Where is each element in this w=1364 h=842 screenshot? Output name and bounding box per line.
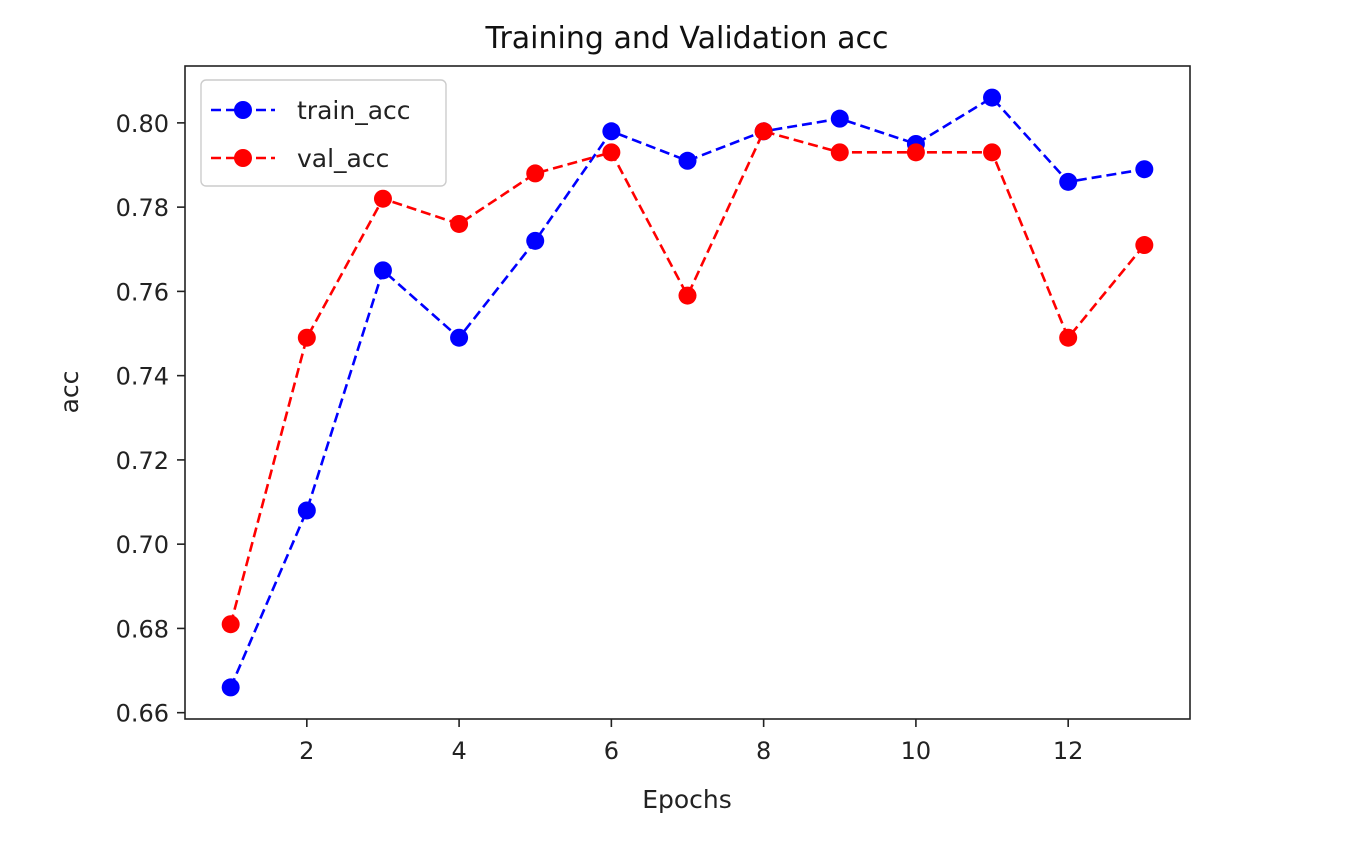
y-tick-label: 0.74	[116, 363, 169, 391]
data-point-train-acc	[1059, 172, 1078, 191]
data-point-val-acc	[678, 286, 697, 305]
x-axis-title: Epochs	[642, 785, 732, 814]
y-tick-label: 0.78	[116, 194, 169, 222]
data-point-val-acc	[1059, 328, 1078, 347]
y-axis-ticks: 0.66 0.68 0.70 0.72 0.74 0.76 0.78 0.80	[116, 110, 185, 728]
y-tick-label: 0.80	[116, 110, 169, 138]
data-point-val-acc	[830, 143, 849, 162]
legend-marker-val-acc	[234, 149, 252, 167]
data-point-val-acc	[983, 143, 1002, 162]
x-tick-label: 6	[604, 737, 619, 765]
x-tick-label: 10	[901, 737, 932, 765]
x-tick-label: 4	[451, 737, 466, 765]
y-tick-label: 0.76	[116, 278, 169, 306]
y-axis-title: acc	[55, 371, 84, 414]
data-point-val-acc	[1135, 236, 1154, 255]
x-tick-label: 8	[756, 737, 771, 765]
data-point-train-acc	[602, 122, 621, 141]
x-tick-label: 2	[299, 737, 314, 765]
data-point-val-acc	[450, 214, 469, 233]
data-point-val-acc	[526, 164, 545, 183]
data-point-val-acc	[906, 143, 925, 162]
data-point-train-acc	[526, 231, 545, 250]
data-point-train-acc	[678, 151, 697, 170]
data-point-train-acc	[297, 501, 316, 520]
legend-box	[200, 79, 447, 187]
legend: train_acc val_acc	[200, 79, 447, 187]
data-point-train-acc	[983, 88, 1002, 107]
data-point-train-acc	[373, 261, 392, 280]
data-point-train-acc	[450, 328, 469, 347]
x-axis-ticks: 2 4 6 8 10 12	[299, 719, 1083, 765]
data-point-val-acc	[221, 615, 240, 634]
data-point-train-acc	[830, 109, 849, 128]
y-tick-label: 0.72	[116, 447, 169, 475]
plot-frame	[184, 65, 1191, 720]
legend-label-val-acc: val_acc	[297, 144, 389, 173]
data-point-val-acc	[754, 122, 773, 141]
y-tick-label: 0.66	[116, 700, 169, 728]
legend-label-train-acc: train_acc	[297, 96, 411, 125]
data-point-val-acc	[373, 189, 392, 208]
y-tick-label: 0.68	[116, 615, 169, 643]
data-point-val-acc	[602, 143, 621, 162]
data-point-train-acc	[221, 678, 240, 697]
data-point-val-acc	[297, 328, 316, 347]
data-point-train-acc	[1135, 160, 1154, 179]
x-tick-label: 12	[1053, 737, 1084, 765]
chart-title: Training and Validation acc	[485, 21, 889, 56]
legend-marker-train-acc	[234, 101, 252, 119]
y-tick-label: 0.70	[116, 531, 169, 559]
plot-area	[184, 65, 1191, 720]
series-points	[221, 88, 1154, 697]
